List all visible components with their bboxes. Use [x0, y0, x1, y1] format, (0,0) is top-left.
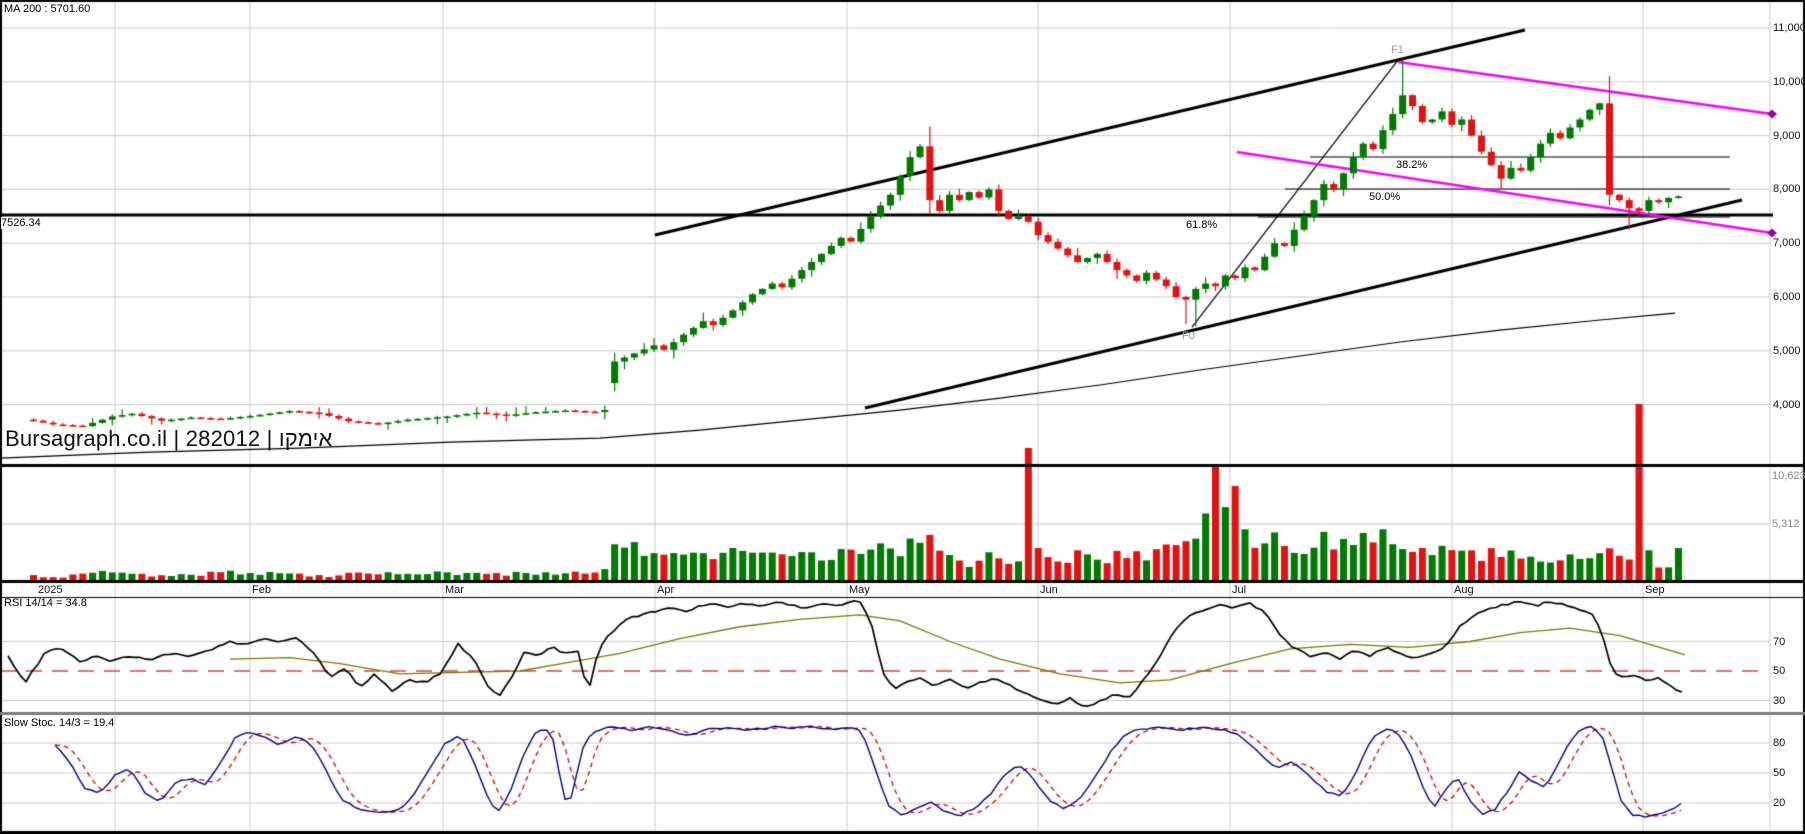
month-label-sep: Sep	[1645, 584, 1665, 596]
month-label-jun: Jun	[1040, 584, 1058, 596]
month-label-2025: 2025	[38, 584, 63, 596]
month-label-may: May	[849, 584, 870, 596]
month-label-mar: Mar	[445, 584, 464, 596]
month-label-jul: Jul	[1232, 584, 1247, 596]
month-label-feb: Feb	[252, 584, 271, 596]
month-label-apr: Apr	[657, 584, 675, 596]
month-label-aug: Aug	[1454, 584, 1474, 596]
